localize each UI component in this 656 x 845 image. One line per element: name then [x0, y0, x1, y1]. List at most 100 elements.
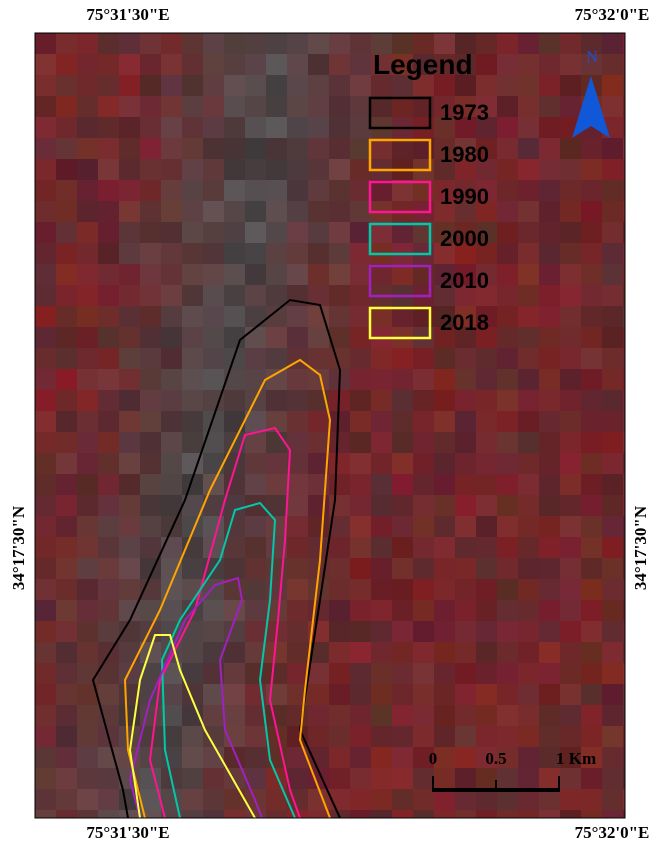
- raster-cell: [308, 327, 329, 348]
- raster-cell: [497, 453, 518, 474]
- raster-cell: [539, 516, 560, 537]
- raster-cell: [98, 327, 119, 348]
- raster-cell: [539, 285, 560, 306]
- raster-cell: [140, 96, 161, 117]
- raster-cell: [287, 117, 308, 138]
- raster-cell: [182, 642, 203, 663]
- raster-cell: [224, 558, 245, 579]
- raster-cell: [518, 621, 539, 642]
- raster-cell: [518, 600, 539, 621]
- raster-cell: [476, 474, 497, 495]
- raster-cell: [350, 705, 371, 726]
- raster-cell: [497, 75, 518, 96]
- raster-cell: [623, 621, 644, 642]
- raster-cell: [413, 390, 434, 411]
- raster-cell: [371, 726, 392, 747]
- raster-cell: [434, 663, 455, 684]
- raster-cell: [371, 348, 392, 369]
- raster-cell: [77, 306, 98, 327]
- raster-cell: [518, 159, 539, 180]
- raster-cell: [476, 600, 497, 621]
- raster-cell: [266, 264, 287, 285]
- raster-cell: [602, 495, 623, 516]
- raster-cell: [140, 138, 161, 159]
- raster-cell: [455, 411, 476, 432]
- raster-cell: [602, 621, 623, 642]
- raster-cell: [350, 390, 371, 411]
- raster-cell: [98, 621, 119, 642]
- raster-cell: [56, 663, 77, 684]
- raster-cell: [623, 684, 644, 705]
- raster-cell: [581, 306, 602, 327]
- raster-cell: [392, 390, 413, 411]
- raster-cell: [392, 642, 413, 663]
- raster-cell: [518, 726, 539, 747]
- raster-cell: [245, 726, 266, 747]
- raster-cell: [203, 264, 224, 285]
- raster-cell: [329, 285, 350, 306]
- raster-cell: [497, 705, 518, 726]
- raster-cell: [287, 306, 308, 327]
- raster-cell: [329, 537, 350, 558]
- raster-cell: [287, 642, 308, 663]
- raster-cell: [140, 348, 161, 369]
- raster-cell: [266, 642, 287, 663]
- raster-cell: [140, 159, 161, 180]
- raster-cell: [287, 558, 308, 579]
- raster-cell: [623, 600, 644, 621]
- raster-cell: [329, 642, 350, 663]
- raster-cell: [350, 747, 371, 768]
- raster-cell: [560, 96, 581, 117]
- raster-cell: [518, 54, 539, 75]
- raster-cell: [245, 579, 266, 600]
- raster-cell: [119, 33, 140, 54]
- raster-cell: [266, 54, 287, 75]
- raster-cell: [203, 243, 224, 264]
- raster-cell: [476, 33, 497, 54]
- raster-cell: [35, 516, 56, 537]
- raster-cell: [560, 768, 581, 789]
- raster-cell: [182, 411, 203, 432]
- raster-cell: [245, 75, 266, 96]
- raster-cell: [56, 159, 77, 180]
- raster-cell: [203, 201, 224, 222]
- raster-cell: [497, 579, 518, 600]
- raster-cell: [35, 600, 56, 621]
- raster-cell: [245, 54, 266, 75]
- raster-cell: [539, 327, 560, 348]
- raster-cell: [581, 768, 602, 789]
- raster-cell: [497, 600, 518, 621]
- raster-cell: [35, 264, 56, 285]
- raster-cell: [329, 810, 350, 831]
- raster-cell: [287, 579, 308, 600]
- raster-cell: [560, 222, 581, 243]
- legend-label: 2018: [440, 310, 489, 335]
- raster-cell: [518, 201, 539, 222]
- raster-cell: [56, 348, 77, 369]
- raster-cell: [203, 138, 224, 159]
- raster-cell: [329, 558, 350, 579]
- raster-cell: [35, 306, 56, 327]
- raster-cell: [224, 684, 245, 705]
- raster-cell: [308, 96, 329, 117]
- raster-cell: [203, 516, 224, 537]
- raster-cell: [287, 537, 308, 558]
- raster-cell: [266, 33, 287, 54]
- raster-cell: [350, 264, 371, 285]
- raster-cell: [266, 222, 287, 243]
- raster-cell: [140, 306, 161, 327]
- raster-cell: [182, 54, 203, 75]
- raster-cell: [77, 243, 98, 264]
- raster-cell: [161, 180, 182, 201]
- raster-cell: [350, 306, 371, 327]
- raster-cell: [56, 579, 77, 600]
- raster-cell: [182, 117, 203, 138]
- raster-cell: [329, 705, 350, 726]
- raster-cell: [119, 117, 140, 138]
- raster-cell: [413, 621, 434, 642]
- raster-cell: [392, 558, 413, 579]
- raster-cell: [119, 390, 140, 411]
- raster-cell: [392, 705, 413, 726]
- raster-cell: [35, 411, 56, 432]
- raster-cell: [35, 789, 56, 810]
